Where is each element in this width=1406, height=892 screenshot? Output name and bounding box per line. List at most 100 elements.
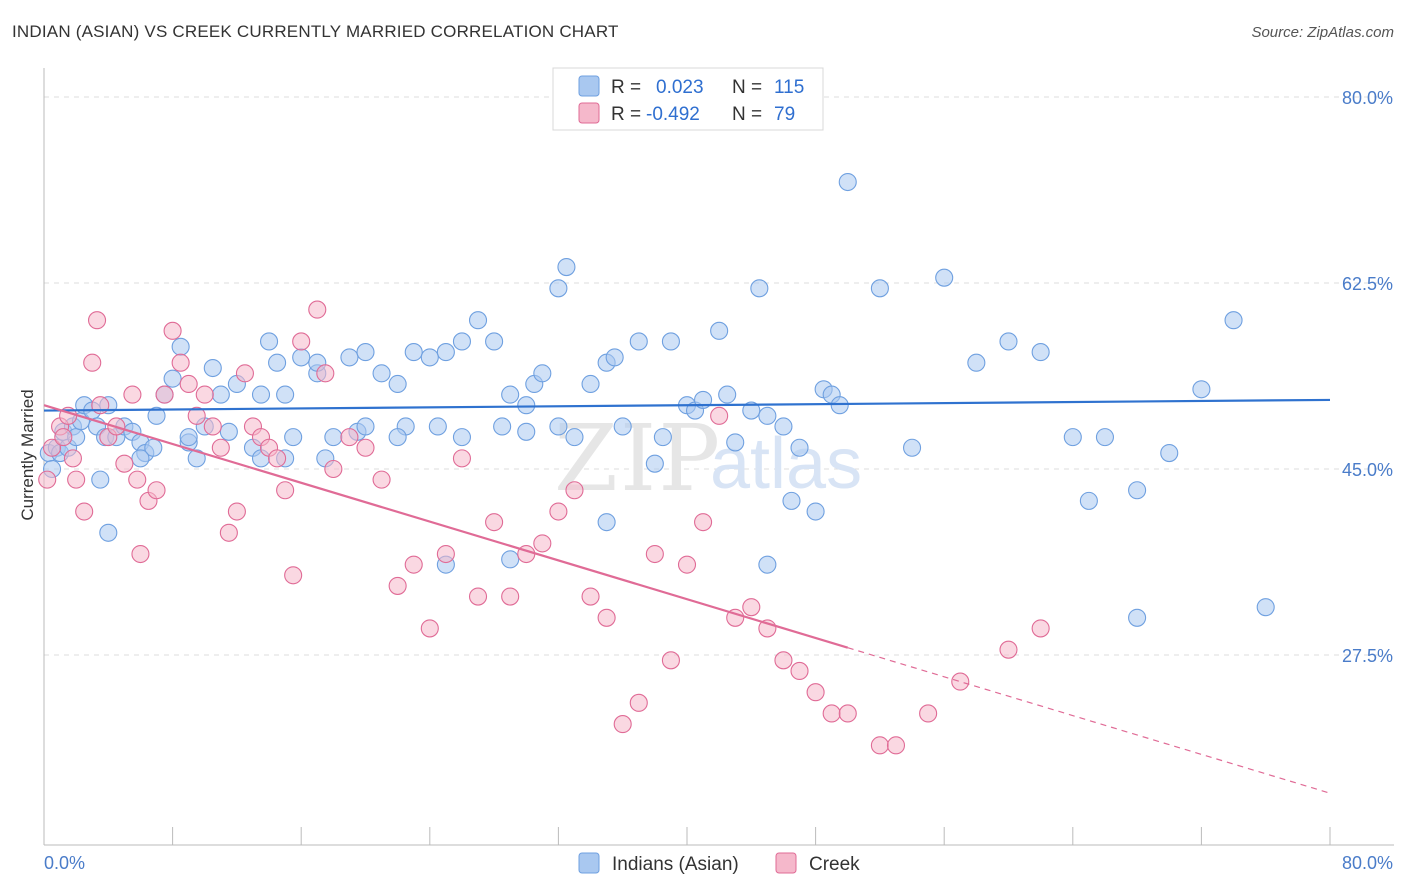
- data-point-creek: [316, 364, 335, 383]
- data-point-indians: [533, 364, 552, 383]
- data-point-creek: [67, 470, 86, 489]
- data-point-creek: [83, 353, 102, 372]
- data-point-indians: [999, 332, 1018, 351]
- data-point-creek: [468, 587, 488, 606]
- data-point-creek: [886, 736, 906, 755]
- data-point-indians: [1063, 428, 1082, 447]
- data-point-indians: [902, 438, 922, 457]
- data-point-indians: [284, 428, 303, 447]
- data-point-creek: [565, 481, 584, 500]
- data-point-indians: [501, 385, 520, 404]
- data-point-creek: [42, 438, 62, 457]
- data-point-indians: [485, 332, 504, 351]
- data-point-creek: [452, 449, 472, 468]
- data-point-creek: [163, 321, 182, 340]
- chart-title: INDIAN (ASIAN) VS CREEK CURRENTLY MARRIE…: [12, 22, 619, 41]
- data-point-indians: [565, 428, 584, 447]
- data-point-creek: [292, 332, 311, 351]
- data-point-indians: [661, 332, 680, 351]
- data-point-creek: [131, 544, 150, 564]
- data-point-indians: [549, 279, 568, 298]
- data-point-creek: [613, 715, 632, 734]
- data-point-indians: [452, 428, 472, 447]
- series-creek: [38, 300, 1050, 755]
- data-point-creek: [629, 693, 648, 712]
- data-point-creek: [211, 438, 230, 457]
- data-point-indians: [259, 332, 279, 351]
- data-point-creek: [710, 406, 729, 425]
- legend-r-label-2: R =: [611, 104, 641, 125]
- data-point-indians: [1128, 608, 1147, 627]
- data-point-creek: [838, 704, 857, 723]
- legend-bottom-swatch-creek: [775, 852, 797, 874]
- watermark: ZIP atlas: [554, 405, 862, 512]
- data-point-creek: [155, 385, 174, 404]
- data-point-indians: [557, 258, 576, 277]
- data-point-indians: [404, 343, 423, 362]
- data-point-indians: [750, 279, 769, 298]
- data-point-creek: [645, 544, 664, 564]
- legend-n-value-1: 115: [774, 77, 804, 98]
- data-point-indians: [967, 353, 986, 372]
- data-point-creek: [268, 449, 287, 468]
- data-point-creek: [179, 374, 198, 394]
- data-point-creek: [63, 449, 82, 468]
- data-point-indians: [356, 417, 375, 436]
- data-point-creek: [533, 534, 552, 553]
- legend-bottom-swatch-indians: [578, 852, 600, 874]
- legend-bottom-label-creek: Creek: [809, 854, 860, 875]
- y-tick-label: 27.5%: [1342, 646, 1393, 666]
- legend-r-value-1: 0.023: [656, 77, 704, 98]
- trend-lines: [43, 398, 1331, 794]
- data-point-creek: [324, 459, 343, 479]
- data-point-indians: [219, 422, 238, 441]
- data-point-indians: [710, 321, 729, 340]
- data-point-indians: [549, 417, 568, 436]
- data-point-indians: [324, 428, 343, 447]
- data-point-indians: [790, 438, 809, 457]
- data-point-indians: [1256, 598, 1275, 617]
- data-point-indians: [292, 348, 311, 367]
- data-point-indians: [605, 348, 624, 367]
- data-point-creek: [999, 640, 1018, 659]
- trend-line-indians: [43, 398, 1331, 412]
- data-point-indians: [830, 396, 849, 415]
- data-point-indians: [1192, 380, 1211, 399]
- data-point-indians: [581, 374, 600, 394]
- data-point-indians: [276, 385, 295, 404]
- data-point-creek: [276, 481, 295, 500]
- data-point-creek: [219, 523, 238, 542]
- data-point-indians: [1095, 428, 1114, 447]
- data-point-creek: [388, 576, 407, 595]
- data-point-creek: [372, 470, 391, 489]
- data-point-creek: [1031, 619, 1050, 638]
- legend-r-label-1: R =: [611, 77, 641, 98]
- data-point-indians: [147, 406, 166, 425]
- legend-bottom: Indians (Asian) Creek: [578, 852, 860, 875]
- data-point-indians: [726, 433, 745, 452]
- data-point-creek: [87, 311, 107, 330]
- data-point-creek: [75, 502, 94, 521]
- data-point-creek: [195, 385, 214, 404]
- data-point-indians: [428, 417, 447, 436]
- data-point-indians: [758, 406, 777, 425]
- data-point-indians: [718, 385, 737, 404]
- data-point-indians: [1031, 343, 1050, 362]
- data-point-indians: [501, 550, 520, 569]
- y-tick-label: 80.0%: [1342, 88, 1393, 108]
- data-point-indians: [388, 374, 407, 394]
- data-point-creek: [806, 683, 825, 702]
- legend-swatch-indians: [578, 75, 600, 97]
- data-point-creek: [115, 454, 134, 473]
- data-point-indians: [356, 343, 375, 362]
- data-point-indians: [179, 428, 198, 447]
- data-point-creek: [54, 428, 73, 447]
- data-point-creek: [951, 672, 970, 691]
- y-tick-label: 62.5%: [1342, 274, 1393, 294]
- data-point-indians: [645, 454, 664, 473]
- data-point-indians: [211, 385, 230, 404]
- data-point-creek: [436, 544, 455, 564]
- data-point-indians: [838, 172, 857, 192]
- data-point-creek: [581, 587, 600, 606]
